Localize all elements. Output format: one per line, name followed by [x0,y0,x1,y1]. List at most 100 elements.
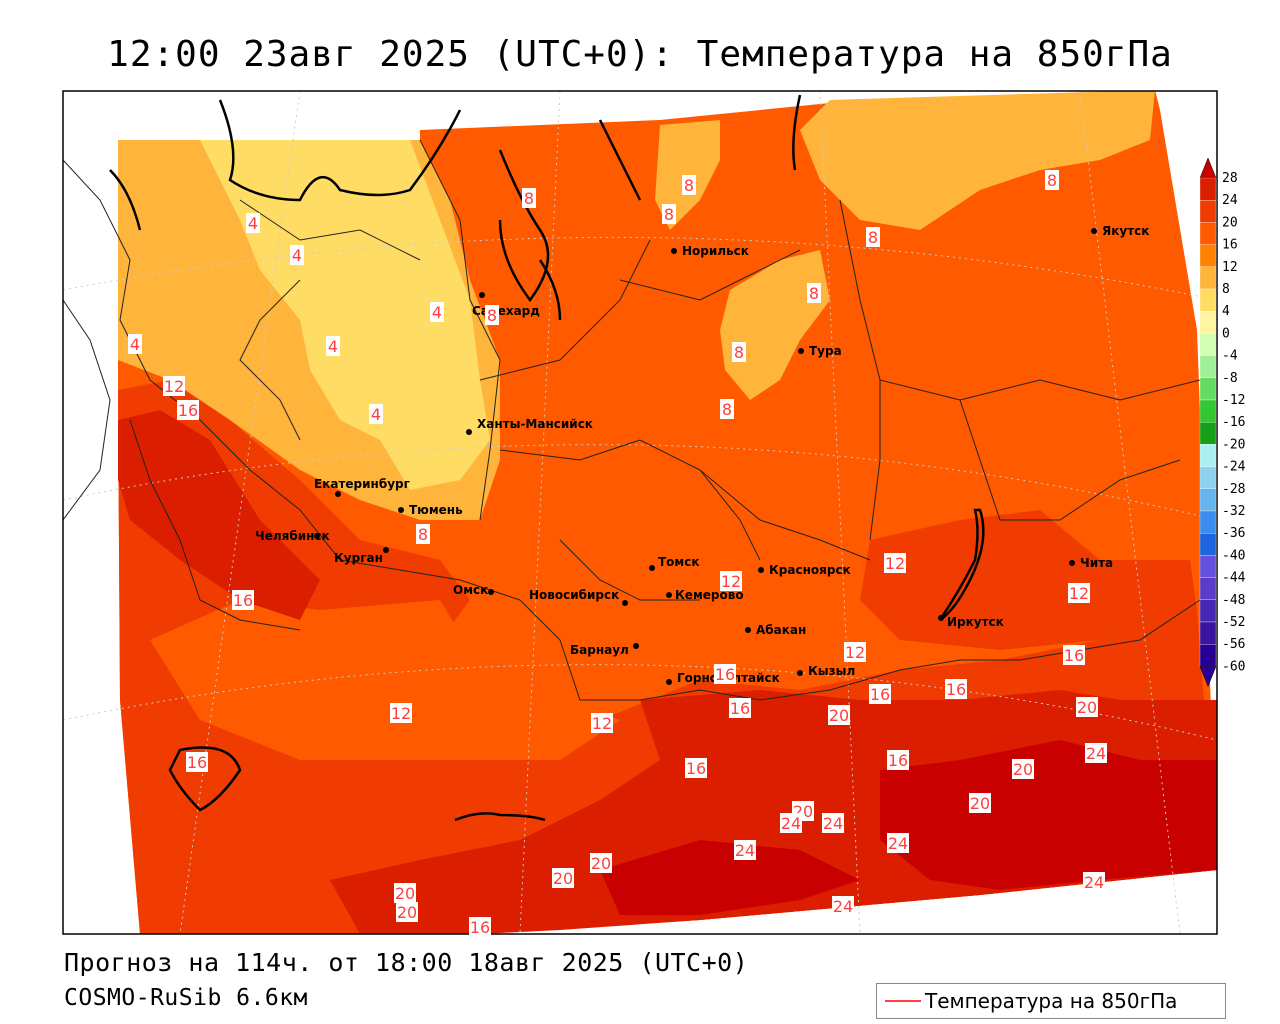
isotherm-label: 4 [432,303,442,322]
city-label: Курган [334,551,383,565]
city-label: Барнаул [570,643,629,657]
city-label: Норильск [682,244,749,258]
city-label: Тура [809,344,842,358]
isotherm-label-bg [682,175,696,195]
city-marker [466,429,472,435]
isotherm-label-bg [807,283,821,303]
isotherm-label: 4 [292,246,302,265]
colorbar-swatch [1199,533,1217,556]
colorbar-label: 8 [1222,282,1230,297]
isotherm-label: 8 [809,284,819,303]
colorbar-label: -24 [1222,460,1246,475]
colorbar-label: -32 [1222,504,1245,519]
isotherm-label: 16 [233,591,253,610]
colorbar-label: -16 [1222,415,1245,430]
isotherm-label: 4 [328,337,338,356]
city-marker [649,565,655,571]
isotherm-label-bg [469,917,491,937]
colorbar-swatch [1199,422,1217,445]
isotherm-label-bg [128,334,142,354]
colorbar-label: -36 [1222,526,1245,541]
isotherm-label-bg [844,642,866,662]
isotherm-label-bg [591,713,613,733]
isotherm-label: 4 [248,214,258,233]
isotherm-label: 16 [730,699,750,718]
colorbar-swatch [1199,222,1217,245]
isotherm-label: 16 [470,918,490,937]
city-label: Томск [658,555,700,569]
colorbar-label: -4 [1222,349,1238,364]
isotherm-label-bg [590,853,612,873]
isotherm-label: 12 [721,572,741,591]
isotherm-label-bg [729,698,751,718]
colorbar-swatch [1199,177,1217,201]
isotherm-label: 8 [722,400,732,419]
city-marker [314,533,320,539]
isotherm-label-bg [369,404,383,424]
isotherm-label-bg [485,305,499,325]
isotherm-label-bg [186,752,208,772]
colorbar-label: 16 [1222,238,1238,253]
colorbar-swatch [1199,599,1217,623]
isotherm-label: 4 [371,405,381,424]
map-title: 12:00 23авг 2025 (UTC+0): Температура на… [107,34,1173,75]
isotherm-label-bg [396,902,418,922]
isotherm-label: 12 [164,377,184,396]
colorbar-label: -40 [1222,548,1245,563]
isotherm-label-bg [1076,697,1098,717]
model-info: COSMO-RuSib 6.6км [64,985,308,1011]
isotherm-label-bg [866,227,880,247]
isotherm-label: 24 [823,814,843,833]
isotherm-label: 12 [885,554,905,573]
isotherm-label: 16 [187,753,207,772]
isotherm-label-bg [969,793,991,813]
colorbar-swatch [1199,510,1217,534]
colorbar-label: 24 [1222,193,1238,208]
isotherm-label-bg [390,703,412,723]
colorbar-swatch [1199,644,1217,667]
city-marker [938,615,944,621]
colorbar-label: 0 [1222,326,1230,341]
colorbar-swatch [1199,333,1217,356]
cities-layer: Якутск Норильск Салехард Тура Ханты-Мансийск… [255,224,1149,685]
colorbar-swatch [1199,244,1217,267]
city-label: Екатеринбург [314,477,410,491]
colorbar-swatch [1199,444,1217,467]
isotherm-label: 16 [946,680,966,699]
isotherm-label-bg [290,245,304,265]
city-marker [666,679,672,685]
isotherm-label-bg [326,336,340,356]
isotherm-label: 20 [397,903,417,922]
colorbar-label: 20 [1222,215,1238,230]
isotherm-label-bg [1063,645,1085,665]
region-24 [880,740,1217,890]
isotherm-label-bg [887,750,909,770]
isotherm-label-bg [522,188,536,208]
isotherm-label-bg [945,679,967,699]
colorbar-label: -8 [1222,371,1238,386]
isotherm-label-bg [869,684,891,704]
city-marker [797,670,803,676]
isotherm-label: 24 [781,814,801,833]
isotherm-label-bg [832,896,854,916]
colorbar-label: 4 [1222,304,1230,319]
isotherm-label: 16 [686,759,706,778]
city-label: Салехард [472,304,540,318]
colorbar-swatch [1199,555,1217,578]
colorbar-label-top: 28 [1222,171,1238,186]
colorbar-swatch [1199,377,1217,401]
city-label: Чита [1080,556,1113,570]
city-marker [335,491,341,497]
colorbar-top-arrow [1199,157,1217,179]
city-label: Новосибирск [529,588,619,602]
isotherm-label: 24 [833,897,853,916]
isotherm-label: 8 [664,205,674,224]
isotherm-label-bg [734,840,756,860]
city-label: Якутск [1102,224,1149,238]
isotherm-label: 4 [130,335,140,354]
colorbar-label: -44 [1222,571,1246,586]
colorbar-swatch [1199,266,1217,290]
colorbar-label: -28 [1222,482,1245,497]
